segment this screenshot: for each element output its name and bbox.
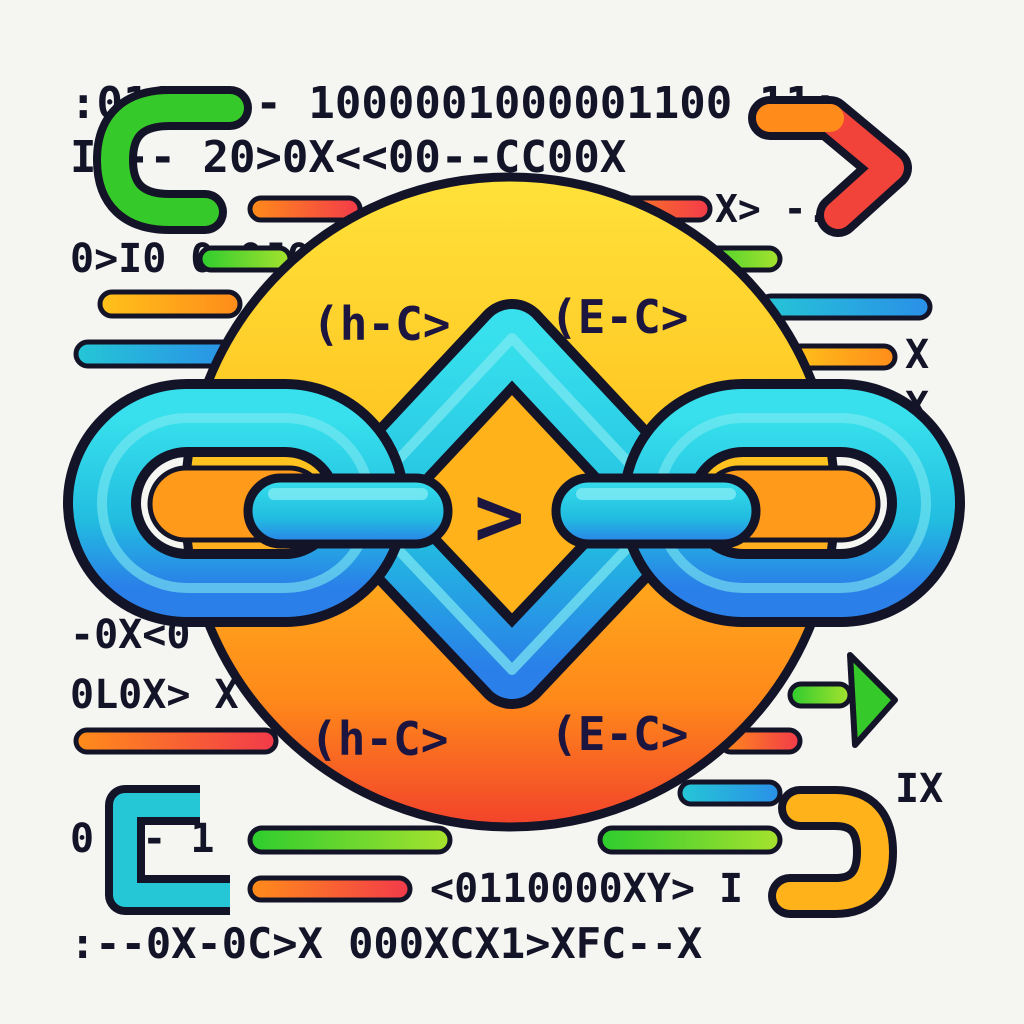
code-bar	[247, 825, 453, 855]
code-bar	[597, 825, 783, 855]
code-tag-label: (h-C>	[310, 712, 448, 766]
code-row: <0110000XY> I	[430, 866, 743, 912]
code-bar	[197, 245, 293, 273]
background-code: :0111:-- 1000001000001100 11: I -- 20>0X…	[70, 78, 943, 968]
code-bracket-icon	[105, 785, 230, 915]
arrow-left-icon	[93, 86, 252, 234]
arrow-right-icon	[768, 786, 898, 918]
code-row: IX	[895, 766, 943, 812]
link-chain-icon: >	[63, 299, 965, 709]
code-bar	[73, 727, 279, 755]
code-row: X	[905, 332, 929, 378]
code-bar	[787, 681, 853, 709]
arrow-right-icon	[847, 652, 898, 748]
chain-link-center: >	[317, 299, 707, 709]
code-bar	[677, 779, 783, 807]
code-tag-label: (E-C>	[550, 290, 688, 344]
chain-connector	[243, 473, 453, 549]
code-tag-label: (h-C>	[312, 297, 450, 351]
code-bar	[97, 289, 243, 319]
chain-connector	[551, 473, 761, 549]
code-tag-label: (E-C>	[550, 707, 688, 761]
code-row: :--0X-0C>X 000XCX1>XFC--X	[70, 919, 702, 968]
chevron-right-icon: >	[474, 467, 525, 565]
code-bar	[247, 195, 363, 223]
code-bar	[757, 293, 933, 321]
code-bar	[247, 875, 413, 903]
code-row: 0L0X> X	[70, 672, 239, 718]
arrow-right-icon	[748, 96, 912, 237]
